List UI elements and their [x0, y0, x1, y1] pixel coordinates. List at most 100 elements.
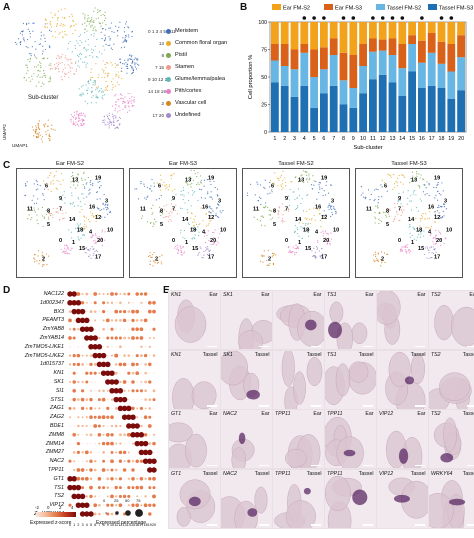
- cell-point: [69, 41, 70, 42]
- cell-point: [144, 186, 145, 187]
- cell-point: [171, 174, 172, 175]
- cell-point: [435, 230, 436, 231]
- gene-label: ZMM27: [2, 449, 64, 455]
- ish-image: Ear: [272, 290, 325, 350]
- dot: [133, 496, 134, 497]
- cell-point: [115, 85, 116, 86]
- cell-point: [92, 185, 93, 186]
- dot: [94, 363, 97, 366]
- dot: [98, 398, 101, 401]
- cell-point: [109, 119, 110, 120]
- cluster-number: 15: [79, 246, 85, 252]
- cell-point: [71, 192, 72, 193]
- cell-point: [73, 202, 74, 203]
- cell-point: [78, 225, 79, 226]
- cell-point: [45, 131, 46, 132]
- gene-label: BX3: [2, 309, 64, 315]
- cell-point: [64, 17, 65, 18]
- cell-point: [33, 135, 34, 136]
- cell-point: [116, 74, 117, 75]
- cell-point: [94, 251, 95, 252]
- cell-point: [90, 20, 91, 21]
- bar-segment: [428, 53, 436, 86]
- dot: [86, 416, 88, 418]
- cell-point: [361, 194, 362, 195]
- cluster-number: 13: [72, 177, 78, 183]
- bar-segment: [438, 22, 446, 42]
- tissue-name: Tassel: [203, 471, 218, 477]
- cell-point: [125, 62, 126, 63]
- cell-point: [412, 175, 413, 176]
- cell-point: [383, 212, 384, 213]
- dot: [111, 425, 113, 427]
- dot: [118, 388, 123, 393]
- cell-point: [114, 110, 115, 111]
- cell-point: [421, 215, 422, 216]
- cell-point: [64, 202, 65, 203]
- dot: [85, 293, 88, 296]
- cell-point: [46, 253, 47, 254]
- cell-point: [205, 247, 206, 248]
- size-tick: 50: [125, 498, 129, 503]
- bar-segment: [330, 39, 338, 56]
- cell-point: [181, 191, 182, 192]
- cluster-number: 3: [331, 198, 334, 204]
- dot: [136, 478, 138, 480]
- dot: [149, 346, 151, 348]
- cell-point: [96, 56, 97, 57]
- dot: [98, 293, 100, 295]
- dot: [132, 460, 134, 462]
- cell-point: [441, 206, 442, 207]
- tissue-name: Tassel: [359, 471, 374, 477]
- cell-point: [187, 184, 188, 185]
- cell-point: [67, 248, 68, 249]
- cell-point: [51, 128, 52, 129]
- dot: [101, 353, 106, 358]
- cell-point: [374, 216, 375, 217]
- bar-segment: [457, 22, 465, 35]
- cell-point: [29, 214, 30, 215]
- cell-point: [35, 56, 36, 57]
- cell-point: [89, 23, 90, 24]
- cell-point: [113, 78, 114, 79]
- cell-point: [65, 212, 66, 213]
- legend-label: Stamen: [175, 64, 194, 70]
- cell-point: [76, 111, 77, 112]
- dot: [94, 407, 96, 409]
- dot: [93, 424, 97, 428]
- legend-label: Glume/lemma/palea: [175, 76, 225, 82]
- scale-bar: [259, 346, 269, 347]
- cell-point: [58, 34, 59, 35]
- umap-plot-a: [8, 6, 158, 156]
- cell-point: [74, 115, 75, 116]
- dot: [128, 399, 130, 401]
- cell-point: [268, 250, 269, 251]
- x-tick-label: 19: [448, 136, 454, 142]
- cluster-number: 20: [323, 238, 329, 244]
- cell-point: [131, 100, 132, 101]
- cell-point: [20, 41, 21, 42]
- cell-point: [129, 106, 130, 107]
- cell-point: [278, 180, 279, 181]
- dot: [123, 433, 126, 436]
- cell-point: [104, 205, 105, 206]
- tissue-section: [169, 351, 220, 409]
- cell-point: [411, 209, 412, 210]
- dot: [77, 416, 79, 418]
- facet-title: Ear FM-S3: [130, 161, 236, 167]
- scale-bar: [207, 346, 217, 347]
- dot: [144, 478, 146, 480]
- cell-point: [429, 247, 430, 248]
- dot: [136, 319, 139, 322]
- cell-point: [415, 218, 416, 219]
- cell-point: [84, 204, 85, 205]
- gene-label: ZmTMO5-LIKE2: [2, 353, 64, 359]
- cell-point: [403, 246, 404, 247]
- cell-point: [42, 53, 43, 54]
- dot: [69, 399, 70, 400]
- cell-point: [88, 15, 89, 16]
- cell-point: [210, 250, 211, 251]
- dot: [127, 486, 130, 489]
- cell-point: [201, 257, 202, 258]
